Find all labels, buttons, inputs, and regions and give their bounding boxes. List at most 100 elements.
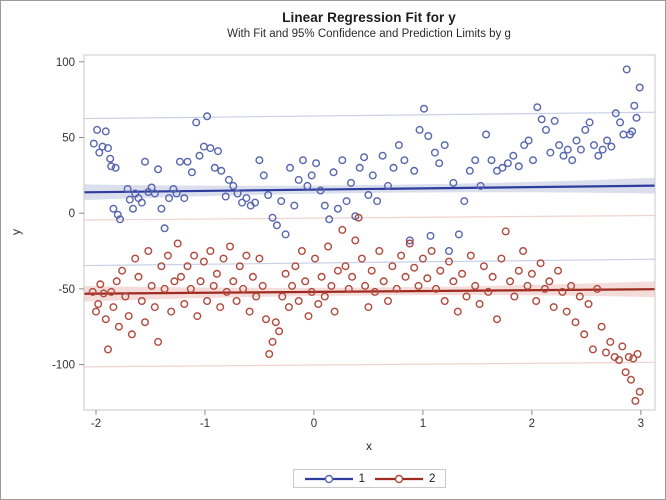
- scatter-point-g2: [436, 266, 445, 275]
- x-tick-label: -2: [91, 418, 101, 430]
- scatter-point-g2: [107, 287, 116, 296]
- scatter-point-g2: [475, 300, 484, 309]
- scatter-point-g2: [584, 300, 593, 309]
- scatter-point-g1: [157, 204, 166, 213]
- legend-entry-group1: 1: [304, 473, 365, 485]
- scatter-point-g2: [88, 287, 97, 296]
- scatter-point-g2: [602, 348, 611, 357]
- scatter-point-g2: [297, 246, 306, 255]
- scatter-point-g2: [176, 272, 185, 281]
- scatter-point-g1: [533, 103, 542, 112]
- scatter-point-g1: [465, 166, 474, 175]
- scatter-point-g2: [320, 292, 329, 301]
- scatter-point-g2: [288, 281, 297, 290]
- scatter-point-g1: [454, 230, 463, 239]
- scatter-point-g1: [537, 115, 546, 124]
- scatter-point-g2: [606, 337, 615, 346]
- scatter-point-g1: [150, 189, 159, 198]
- scatter-point-g2: [493, 315, 502, 324]
- scatter-point-g2: [112, 277, 121, 286]
- scatter-point-g2: [271, 318, 280, 327]
- scatter-point-g1: [175, 157, 184, 166]
- scatter-point-g1: [628, 127, 637, 136]
- scatter-point-g1: [233, 189, 242, 198]
- legend-swatch-group1-icon: [304, 474, 353, 483]
- scatter-point-g1: [550, 116, 559, 125]
- x-tick-label: 0: [311, 418, 317, 430]
- legend: 1 2: [293, 469, 446, 488]
- scatter-point-g2: [633, 350, 642, 359]
- scatter-point-g1: [299, 156, 308, 165]
- scatter-point-g1: [217, 166, 226, 175]
- scatter-point-g1: [394, 141, 403, 150]
- scatter-point-g2: [317, 272, 326, 281]
- scatter-point-g1: [581, 125, 590, 134]
- scatter-point-g1: [590, 141, 599, 150]
- y-tick-label: -50: [58, 284, 75, 296]
- scatter-point-g1: [424, 131, 433, 140]
- scatter-point-g1: [98, 142, 107, 151]
- scatter-point-g1: [378, 151, 387, 160]
- scatter-point-g1: [514, 162, 523, 171]
- scatter-point-g2: [364, 303, 373, 312]
- scatter-point-g1: [147, 183, 156, 192]
- scatter-point-g1: [259, 171, 268, 180]
- scatter-point-g2: [629, 354, 638, 363]
- scatter-point-g1: [180, 194, 189, 203]
- scatter-point-g2: [510, 292, 519, 301]
- scatter-point-g2: [635, 387, 644, 396]
- scatter-point-g1: [568, 156, 577, 165]
- scatter-point-g1: [316, 186, 325, 195]
- scatter-point-g1: [286, 163, 295, 172]
- scatter-point-g1: [520, 141, 529, 150]
- scatter-point-g2: [384, 297, 393, 306]
- scatter-point-g2: [222, 287, 231, 296]
- scatter-point-g1: [503, 159, 512, 168]
- scatter-point-g1: [237, 198, 246, 207]
- scatter-point-g1: [347, 178, 356, 187]
- scatter-point-g2: [311, 254, 320, 263]
- scatter-point-g2: [388, 262, 397, 271]
- scatter-point-g1: [277, 197, 286, 206]
- scatter-point-g2: [245, 307, 254, 316]
- scatter-point-g2: [196, 277, 205, 286]
- scatter-point-g2: [232, 297, 241, 306]
- scatter-point-g1: [160, 224, 169, 233]
- scatter-point-g2: [479, 262, 488, 271]
- scatter-point-g2: [593, 284, 602, 293]
- scatter-point-g2: [114, 322, 123, 331]
- scatter-point-g1: [268, 213, 277, 222]
- scatter-point-g2: [291, 262, 300, 271]
- scatter-point-g2: [144, 246, 153, 255]
- scatter-point-g2: [536, 259, 545, 268]
- scatter-point-g2: [357, 254, 366, 263]
- prediction-limit-lower-g1: [83, 258, 656, 267]
- scatter-point-g2: [147, 281, 156, 290]
- scatter-point-g2: [134, 272, 143, 281]
- scatter-point-g2: [199, 257, 208, 266]
- scatter-point-g2: [379, 277, 388, 286]
- scatter-point-g2: [252, 292, 261, 301]
- scatter-point-g2: [449, 277, 458, 286]
- scatter-point-g2: [540, 284, 549, 293]
- scatter-point-g1: [101, 127, 110, 136]
- scatter-point-g1: [103, 144, 112, 153]
- scatter-point-g1: [312, 159, 321, 168]
- scatter-point-g2: [370, 287, 379, 296]
- scatter-point-g2: [268, 337, 277, 346]
- scatter-point-g2: [203, 297, 212, 306]
- scatter-point-g2: [167, 307, 176, 316]
- scatter-point-g1: [585, 118, 594, 127]
- scatter-point-g2: [118, 266, 127, 275]
- scatter-point-g2: [103, 345, 112, 354]
- scatter-point-g2: [96, 280, 105, 289]
- scatter-point-g2: [414, 281, 423, 290]
- scatter-point-g1: [389, 163, 398, 172]
- scatter-point-g1: [622, 65, 631, 74]
- scatter-point-g2: [314, 300, 323, 309]
- scatter-point-g1: [546, 148, 555, 157]
- scatter-point-g2: [519, 246, 528, 255]
- scatter-point-g1: [307, 171, 316, 180]
- scatter-point-g2: [432, 284, 441, 293]
- scatter-point-g1: [449, 178, 458, 187]
